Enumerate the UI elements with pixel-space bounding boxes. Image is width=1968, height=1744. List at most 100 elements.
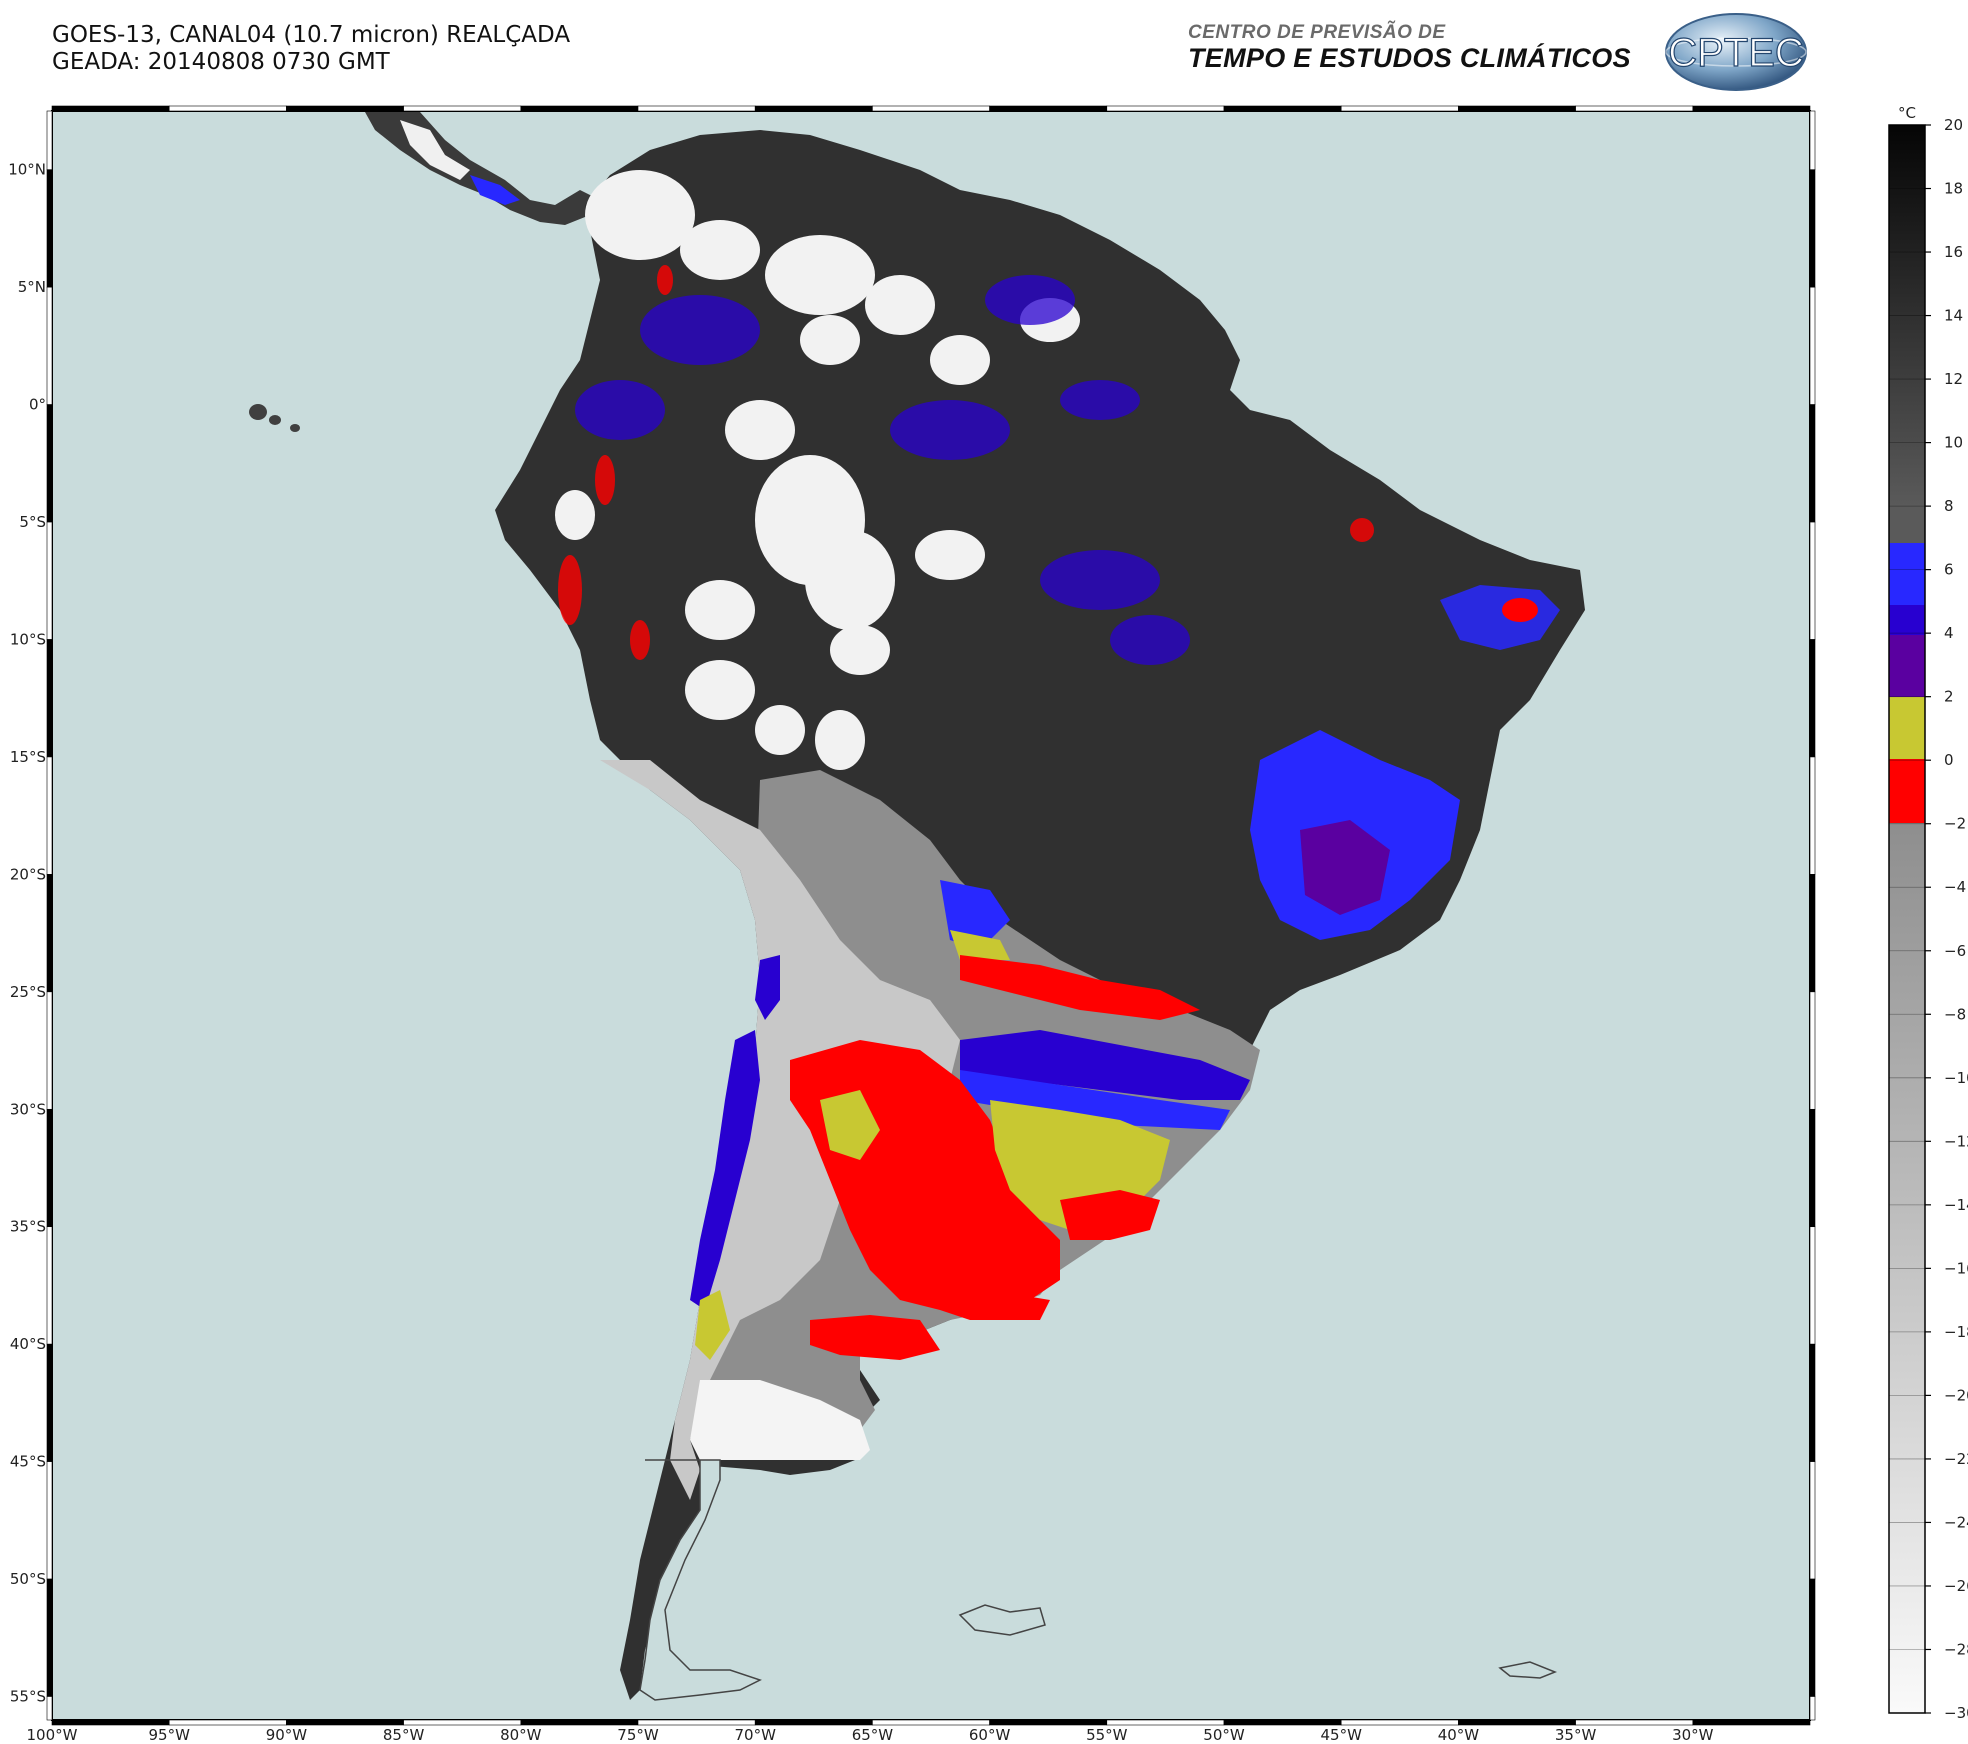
colorbar-tick-label: 12 [1944,370,1963,388]
colorbar-tick-label: −20 [1944,1386,1968,1404]
frame-tick-segment [1340,105,1459,112]
frame-tick-segment [46,404,53,523]
frame-tick-segment [1809,286,1816,405]
frame-tick-segment [1106,105,1225,112]
frame-tick-segment [46,521,53,640]
frame-tick-segment [286,1719,404,1726]
lat-tick-label: 10°N [8,161,46,179]
frame-tick-segment [872,105,990,112]
colorbar-tick-label: −4 [1944,878,1966,896]
lon-tick-label: 50°W [1203,1726,1245,1744]
frame-tick-segment [51,1719,170,1726]
colorbar-band-neg2-0 [1889,759,1925,825]
mixed-cloud-north [575,275,1190,665]
colorbar-tick-label: −28 [1944,1640,1968,1658]
frame-tick-segment [46,756,53,875]
frame-tick-segment [1809,1578,1816,1697]
frame-tick-segment [1809,1108,1816,1228]
frame-tick-segment [1106,1719,1225,1726]
lon-tick-label: 35°W [1555,1726,1597,1744]
frame-tick-segment [1809,169,1816,288]
lat-tick-label: 45°S [10,1453,46,1471]
cloud-patagonia [690,1380,870,1460]
frame-tick-segment [46,1461,53,1580]
lon-tick-label: 95°W [148,1726,190,1744]
frame-tick-segment [1458,1719,1576,1726]
temperature-colorbar: 20181614121086420−2−4−6−8−10−12−14−16−18… [1888,104,1968,1722]
frame-tick-segment [1223,1719,1342,1726]
frame-tick-segment [168,105,287,112]
frame-tick-segment [1809,1343,1816,1462]
frame-tick-segment [1809,639,1816,758]
colorbar-tick-label: 6 [1944,561,1954,579]
colorbar-band-4-6 [1889,605,1925,637]
institution-name: CENTRO DE PREVISÃO DE TEMPO E ESTUDOS CL… [1188,22,1631,74]
frame-tick-segment [872,1719,990,1726]
institution-line-2: TEMPO E ESTUDOS CLIMÁTICOS [1188,43,1631,73]
colorbar-tick-label: 4 [1944,624,1954,642]
frame-tick-segment [637,105,756,112]
frame-tick-segment [1223,105,1342,112]
colorbar-tick-label: −6 [1944,942,1966,960]
colorbar-tick-label: −30 [1944,1704,1968,1722]
frame-tick-segment [51,105,170,112]
frame-tick-segment [1809,1461,1816,1580]
frame-tick-segment [1809,1226,1816,1345]
frame-tick-segment [46,169,53,288]
frost-band-argentina [960,1030,1250,1100]
lon-tick-label: 70°W [734,1726,776,1744]
institution-line-1: CENTRO DE PREVISÃO DE [1188,22,1446,43]
colorbar-tick-label: −26 [1944,1577,1968,1595]
colorbar-tick-label: −14 [1944,1196,1968,1214]
frame-tick-segment [1809,756,1816,875]
colorbar-tick-label: −2 [1944,815,1966,833]
frame-ticks [46,105,1816,1726]
frame-tick-segment [1692,1719,1811,1726]
lat-tick-label: 30°S [10,1100,46,1118]
colorbar-band-0-2 [1889,697,1925,761]
frame-tick-segment [1575,105,1694,112]
chile-coast-cold [690,1030,760,1310]
colorbar-tick-label: 10 [1944,434,1963,452]
frame-tick-segment [1809,1696,1816,1721]
frost-patagonia [810,1315,940,1360]
frame-tick-segment [520,105,639,112]
lat-tick-label: 5°S [19,513,46,531]
colorbar-tick-label: −10 [1944,1069,1968,1087]
frame-tick-segment [520,1719,639,1726]
frame-tick-segment [46,1578,53,1697]
colorbar-band-6-8 [1889,541,1925,607]
frame-tick-segment [46,286,53,405]
frame-tick-segment [989,105,1108,112]
frame-tick-segment [1458,105,1576,112]
lat-tick-label: 0° [29,396,46,414]
south-georgia [1498,1661,1558,1679]
frame-tick-segment [1809,404,1816,523]
colorbar-band-2-4 [1889,635,1925,699]
lat-tick-label: 10°S [10,631,46,649]
frame-tick-segment [403,1719,522,1726]
lon-tick-label: 80°W [500,1726,542,1744]
lat-tick-label: 25°S [10,983,46,1001]
lon-tick-label: 60°W [969,1726,1011,1744]
colorbar-tick-label: 8 [1944,497,1954,515]
frame-tick-segment [168,1719,287,1726]
cptec-logo: CPTEC [1665,13,1807,91]
frame-tick-segment [754,1719,873,1726]
frame-tick-segment [46,1108,53,1228]
lon-tick-label: 45°W [1320,1726,1362,1744]
colorbar-tick-label: −24 [1944,1513,1968,1531]
frame-tick-segment [46,1696,53,1721]
colorbar-tick-label: −16 [1944,1259,1968,1277]
frame-tick-segment [1692,105,1811,112]
colorbar-tick-label: 20 [1944,116,1963,134]
frame-tick-segment [46,991,53,1110]
falkland-islands [958,1604,1046,1636]
frame-tick-segment [46,1343,53,1462]
frame-tick-segment [46,110,53,171]
colorbar-tick-label: −22 [1944,1450,1968,1468]
lon-tick-label: 30°W [1672,1726,1714,1744]
lon-tick-label: 55°W [1086,1726,1128,1744]
tierra-del-fuego [639,1459,762,1701]
